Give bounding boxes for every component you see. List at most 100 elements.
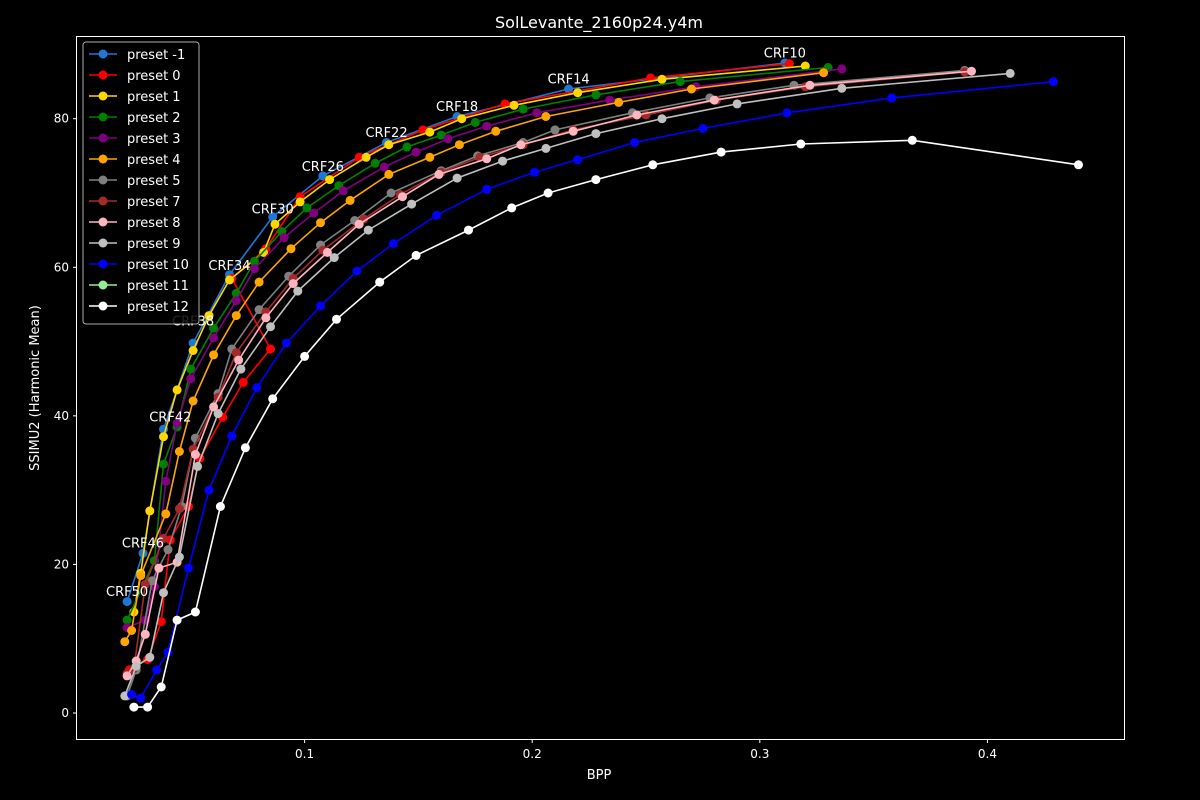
data-point — [386, 188, 396, 198]
y-axis-label: SSIMU2 (Harmonic Mean) — [28, 305, 43, 471]
y-tick-label: 40 — [54, 409, 69, 423]
data-point — [434, 169, 444, 179]
chart-title: SolLevante_2160p24.y4m — [495, 13, 703, 33]
data-point — [375, 277, 385, 287]
data-point — [266, 322, 275, 332]
crf-annotation: CRF34 — [208, 259, 250, 274]
data-point — [491, 126, 501, 136]
data-point — [800, 61, 810, 71]
legend-swatch-marker — [98, 280, 108, 290]
data-point — [543, 188, 553, 198]
data-point — [172, 615, 182, 625]
series-preset-7 — [122, 67, 970, 679]
series-preset-9 — [120, 68, 1015, 701]
data-point — [819, 68, 829, 78]
series-preset--1 — [122, 58, 790, 607]
series-line — [126, 71, 965, 675]
data-point — [837, 83, 847, 93]
data-point — [231, 311, 241, 321]
data-point — [238, 377, 248, 387]
series-preset-10 — [127, 77, 1058, 703]
x-tick-label: 0.3 — [750, 747, 769, 761]
data-point — [464, 225, 473, 235]
data-point — [250, 264, 259, 274]
data-point — [215, 502, 225, 511]
data-point — [152, 665, 162, 675]
data-point — [231, 296, 241, 306]
data-point — [154, 563, 164, 573]
series-layer — [120, 58, 1083, 712]
data-point — [174, 447, 184, 456]
data-point — [254, 305, 264, 315]
series-line — [126, 69, 965, 697]
legend-label: preset 2 — [127, 111, 181, 126]
data-point — [204, 311, 214, 321]
data-point — [159, 588, 168, 598]
legend-item: preset 3 — [89, 132, 181, 147]
data-point — [190, 607, 200, 617]
data-point — [805, 80, 815, 90]
crf-annotation: CRF42 — [149, 410, 191, 425]
legend-item: preset 1 — [89, 90, 181, 105]
data-point — [338, 186, 348, 196]
data-point — [591, 129, 601, 139]
data-point — [550, 125, 560, 135]
data-point — [1005, 68, 1015, 78]
data-point — [129, 702, 139, 712]
data-point — [322, 247, 332, 257]
legend-label: preset 1 — [127, 90, 181, 105]
legend-label: preset 5 — [127, 174, 181, 189]
legend-item: preset 10 — [89, 258, 189, 273]
data-point — [398, 192, 407, 202]
data-point — [163, 545, 173, 555]
series-preset-3 — [122, 64, 847, 633]
crf-annotation: CRF10 — [764, 46, 806, 61]
crf-annotation: CRF26 — [302, 160, 344, 175]
data-point — [174, 504, 184, 514]
data-point — [325, 175, 335, 185]
data-point — [270, 219, 280, 229]
data-point — [318, 171, 328, 181]
legend-label: preset 11 — [127, 279, 189, 294]
data-point — [457, 114, 467, 124]
data-point — [573, 88, 583, 98]
data-point — [363, 225, 373, 235]
legend-swatch-marker — [98, 154, 108, 164]
legend-swatch-marker — [98, 217, 108, 227]
legend-swatch-marker — [98, 259, 108, 269]
data-point — [1074, 160, 1083, 170]
legend-label: preset 12 — [127, 300, 189, 315]
data-point — [140, 580, 150, 589]
data-point — [482, 121, 492, 131]
data-point — [516, 140, 526, 150]
data-point — [122, 615, 132, 625]
legend-swatch-marker — [98, 112, 108, 122]
data-point — [354, 219, 364, 229]
data-point — [782, 108, 792, 118]
data-point — [254, 277, 264, 287]
y-tick-label: 20 — [54, 557, 69, 571]
data-point — [120, 691, 130, 701]
legend-swatch-marker — [98, 238, 108, 248]
legend-item: preset 11 — [89, 279, 189, 294]
data-point — [136, 571, 146, 581]
data-point — [227, 431, 237, 441]
data-point — [452, 173, 462, 183]
series-line — [124, 71, 824, 643]
data-point — [648, 160, 658, 170]
series-preset-1 — [129, 61, 810, 617]
series-preset-12 — [129, 135, 1083, 712]
legend-label: preset 9 — [127, 237, 181, 252]
data-point — [122, 671, 132, 681]
data-point — [225, 275, 234, 285]
legend-item: preset 7 — [89, 195, 181, 210]
data-point — [145, 652, 155, 662]
data-point — [127, 626, 137, 635]
legend-item: preset 4 — [89, 153, 181, 168]
data-point — [541, 112, 551, 121]
data-point — [509, 100, 519, 110]
data-point — [470, 117, 480, 127]
data-point — [716, 147, 726, 157]
data-point — [498, 156, 508, 166]
data-point — [500, 99, 510, 109]
